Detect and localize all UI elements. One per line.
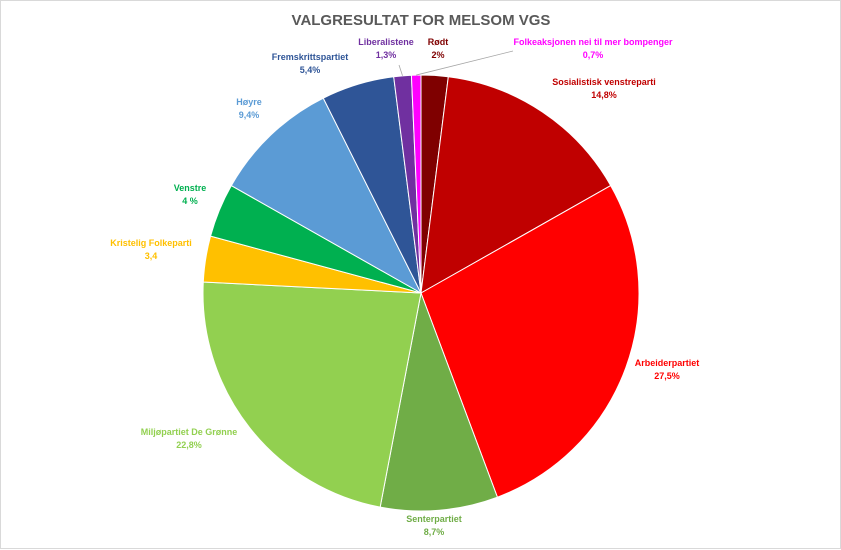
leader-line-folkeaksjonen-nei-til-mer-bompenger bbox=[416, 50, 514, 76]
data-label-name: Miljøpartiet De Grønne bbox=[141, 427, 238, 437]
data-label-sosialistisk-venstreparti: Sosialistisk venstreparti 14,8% bbox=[552, 77, 656, 100]
data-label-kristelig-folkeparti: Kristelig Folkeparti 3,4 bbox=[110, 238, 192, 261]
data-label-value: 4 % bbox=[182, 196, 198, 206]
data-label-value: 14,8% bbox=[591, 90, 617, 100]
data-label-name: Arbeiderpartiet bbox=[635, 358, 700, 368]
data-label-name: Høyre bbox=[236, 97, 262, 107]
slice-arbeiderpartiet bbox=[420, 184, 640, 498]
pie-slices bbox=[202, 74, 640, 512]
data-label-value: 8,7% bbox=[424, 527, 445, 537]
chart-title: VALGRESULTAT FOR MELSOM VGS bbox=[292, 12, 551, 29]
data-label-name: Kristelig Folkeparti bbox=[110, 238, 192, 248]
leader-line-liberalistene bbox=[398, 64, 403, 76]
data-label-name: Fremskrittspartiet bbox=[272, 52, 349, 62]
data-label-folkeaksjonen-nei-til-mer-bompenger: Folkeaksjonen nei til mer bompenger 0,7% bbox=[513, 37, 673, 60]
slice-folkeaksjonen-nei-til-mer-bompenger bbox=[410, 74, 422, 294]
data-label-senterpartiet: Senterpartiet 8,7% bbox=[406, 514, 462, 537]
data-label-name: Sosialistisk venstreparti bbox=[552, 77, 656, 87]
data-label-miljopartiet-de-gronne: Miljøpartiet De Grønne 22,8% bbox=[141, 427, 238, 450]
data-label-value: 5,4% bbox=[300, 65, 321, 75]
data-label-name: Liberalistene bbox=[358, 37, 414, 47]
data-label-value: 0,7% bbox=[583, 50, 604, 60]
data-label-value: 22,8% bbox=[176, 440, 202, 450]
slice-sosialistisk-venstreparti bbox=[420, 76, 612, 294]
data-label-value: 27,5% bbox=[654, 371, 680, 381]
leader-lines bbox=[398, 50, 514, 76]
data-label-value: 9,4% bbox=[239, 110, 260, 120]
slice-hoyre bbox=[230, 97, 423, 295]
data-labels: Rødt 2% Sosialistisk venstreparti 14,8% Arbe… bbox=[110, 37, 699, 537]
data-label-name: Venstre bbox=[174, 183, 207, 193]
slice-miljopartiet-de-gronne bbox=[202, 281, 422, 508]
data-label-value: 1,3% bbox=[376, 50, 397, 60]
data-label-name: Senterpartiet bbox=[406, 514, 462, 524]
data-label-value: 2% bbox=[431, 50, 444, 60]
data-label-arbeiderpartiet: Arbeiderpartiet 27,5% bbox=[635, 358, 700, 381]
data-label-rodt: Rødt 2% bbox=[428, 37, 449, 60]
slice-senterpartiet bbox=[379, 291, 499, 512]
data-label-venstre: Venstre 4 % bbox=[174, 183, 207, 206]
data-label-value: 3,4 bbox=[145, 251, 158, 261]
data-label-hoyre: Høyre 9,4% bbox=[236, 97, 262, 120]
data-label-name: Rødt bbox=[428, 37, 449, 47]
data-label-name: Folkeaksjonen nei til mer bompenger bbox=[513, 37, 673, 47]
data-label-fremskrittspartiet: Fremskrittspartiet 5,4% bbox=[272, 52, 349, 75]
data-label-liberalistene: Liberalistene 1,3% bbox=[358, 37, 414, 60]
